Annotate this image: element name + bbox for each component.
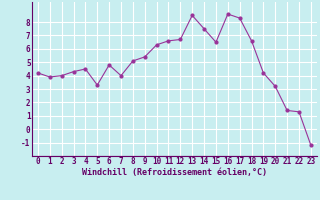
X-axis label: Windchill (Refroidissement éolien,°C): Windchill (Refroidissement éolien,°C) xyxy=(82,168,267,177)
